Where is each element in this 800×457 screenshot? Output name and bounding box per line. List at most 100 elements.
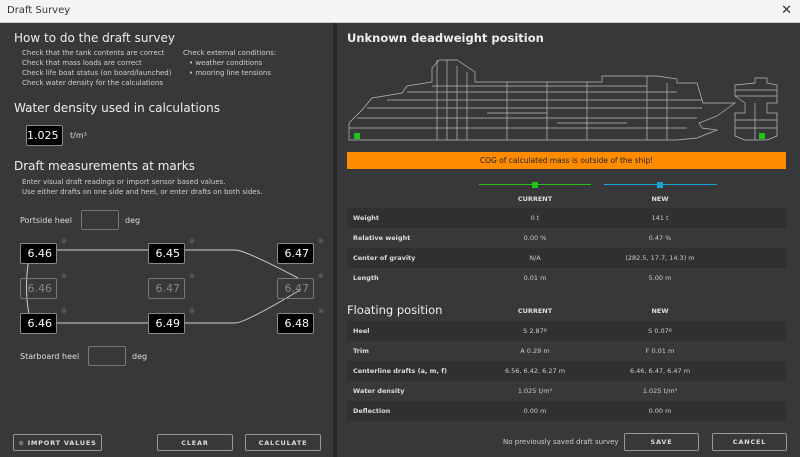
sensor-icon: ⊚ <box>189 272 195 280</box>
howto-title: How to do the draft survey <box>14 31 175 45</box>
draft-starboard-aft[interactable]: 6.46 <box>20 313 57 334</box>
row-label: Length <box>353 274 379 282</box>
draft-port-fwd[interactable]: 6.47 <box>277 243 314 264</box>
new-value: 1.025 t/m³ <box>642 387 678 395</box>
ship-diagram <box>348 59 778 141</box>
table-row: Centerline drafts (a, m, f) 6.56, 6.42, 6… <box>347 361 786 381</box>
sensor-icon: ⊚ <box>318 272 324 280</box>
external-item: • mooring line tensions <box>189 69 271 77</box>
check-item: Check that the tank contents are correct <box>22 49 165 57</box>
cog-marker-side <box>354 133 360 139</box>
table-row: Center of gravity N/A (282.5, 17.7, 14.3) … <box>347 248 786 268</box>
save-button[interactable]: SAVE <box>624 433 699 451</box>
table-row: Deflection 0.00 m 0.00 m <box>347 401 786 421</box>
new-value: 5.00 m <box>648 274 672 282</box>
current-value: 1.025 t/m³ <box>517 387 553 395</box>
row-label: Deflection <box>353 407 391 415</box>
sensor-icon: ⊚ <box>18 439 28 447</box>
deg-unit: deg <box>125 216 141 225</box>
cog-warning-banner: COG of calculated mass is outside of the… <box>347 152 786 169</box>
panel-divider[interactable] <box>333 23 337 457</box>
import-values-button[interactable]: ⊚ IMPORT VALUES <box>13 434 102 451</box>
drafts-description: Enter visual draft readings or import se… <box>22 177 262 197</box>
external-conditions: Check external conditions: • weather con… <box>183 48 276 78</box>
deg-unit: deg <box>132 352 148 361</box>
deadweight-title: Unknown deadweight position <box>347 31 544 45</box>
col-new: NEW <box>651 195 669 203</box>
row-label: Heel <box>353 327 370 335</box>
current-value: A 0.29 m <box>520 347 550 355</box>
new-legend-marker <box>657 182 663 188</box>
save-status: No previously saved draft survey <box>503 438 619 446</box>
draft-starboard-fwd[interactable]: 6.48 <box>277 313 314 334</box>
new-value: 6.46, 6.47, 6.47 m <box>629 367 691 375</box>
portside-heel-input[interactable] <box>81 210 119 230</box>
calculate-button[interactable]: CALCULATE <box>245 434 321 451</box>
check-item: Check life boat status (on board/launche… <box>22 69 172 77</box>
row-label: Centerline drafts (a, m, f) <box>353 367 447 375</box>
table-row: Relative weight 0.00 % 0.47 % <box>347 228 786 248</box>
import-label: IMPORT VALUES <box>27 439 97 447</box>
col-current: CURRENT <box>517 307 553 315</box>
current-value: 6.56, 6.42, 6.27 m <box>504 367 566 375</box>
current-value: S 2.87º <box>523 327 547 335</box>
table-row: Heel S 2.87º S 0.07º <box>347 321 786 341</box>
current-value: N/A <box>529 254 541 262</box>
draft-center-mid: 6.47 <box>148 278 185 299</box>
sensor-icon: ⊚ <box>61 307 67 315</box>
current-value: 0.00 m <box>523 407 547 415</box>
new-value: F 0.01 m <box>645 347 675 355</box>
current-value: 0.00 % <box>523 234 547 242</box>
sensor-icon: ⊚ <box>189 237 195 245</box>
sensor-icon: ⊚ <box>189 307 195 315</box>
new-value: 0.47 % <box>648 234 672 242</box>
draft-starboard-mid[interactable]: 6.49 <box>148 313 185 334</box>
table-row: Water density 1.025 t/m³ 1.025 t/m³ <box>347 381 786 401</box>
new-value: S 0.07º <box>648 327 672 335</box>
drafts-title: Draft measurements at marks <box>14 159 195 173</box>
cog-marker-section <box>759 133 765 139</box>
draft-center-fwd: 6.47 <box>277 278 314 299</box>
col-current: CURRENT <box>517 195 553 203</box>
density-unit: t/m³ <box>70 131 87 140</box>
row-label: Water density <box>353 387 405 395</box>
window-title: Draft Survey <box>7 5 71 16</box>
starboard-heel-label: Starboard heel <box>20 352 80 361</box>
desc-line: Use either drafts on one side and heel, … <box>22 188 263 196</box>
portside-heel-label: Portside heel <box>20 216 72 225</box>
left-panel <box>0 23 333 457</box>
check-item: Check that mass loads are correct <box>22 59 142 67</box>
floating-title: Floating position <box>347 303 443 317</box>
close-button[interactable]: ✕ <box>781 3 792 18</box>
draft-center-aft: 6.46 <box>20 278 57 299</box>
current-value: 0 t <box>530 214 540 222</box>
new-value: 0.00 m <box>648 407 672 415</box>
sensor-icon: ⊚ <box>61 272 67 280</box>
howto-checks: Check that the tank contents are correct… <box>22 48 172 88</box>
sensor-icon: ⊚ <box>61 237 67 245</box>
external-item: • weather conditions <box>189 59 263 67</box>
clear-button[interactable]: CLEAR <box>157 434 233 451</box>
row-label: Trim <box>353 347 369 355</box>
table-row: Weight 0 t 141 t <box>347 208 786 228</box>
table-row: Trim A 0.29 m F 0.01 m <box>347 341 786 361</box>
row-label: Center of gravity <box>353 254 416 262</box>
current-legend-marker <box>532 182 538 188</box>
col-new: NEW <box>651 307 669 315</box>
sensor-icon: ⊚ <box>318 237 324 245</box>
cancel-button[interactable]: CANCEL <box>712 433 787 451</box>
row-label: Relative weight <box>353 234 411 242</box>
draft-port-aft[interactable]: 6.46 <box>20 243 57 264</box>
new-value: (282.5, 17.7, 14.3) m <box>625 254 695 262</box>
table-row: Length 0.01 m 5.00 m <box>347 268 786 288</box>
draft-port-mid[interactable]: 6.45 <box>148 243 185 264</box>
check-item: Check water density for the calculations <box>22 79 164 87</box>
current-value: 0.01 m <box>523 274 547 282</box>
title-bar: Draft Survey ✕ <box>0 0 800 23</box>
starboard-heel-input[interactable] <box>88 346 126 366</box>
new-value: 141 t <box>651 214 669 222</box>
row-label: Weight <box>353 214 379 222</box>
desc-line: Enter visual draft readings or import se… <box>22 178 226 186</box>
water-density-input[interactable]: 1.025 <box>26 125 63 146</box>
density-title: Water density used in calculations <box>14 101 220 115</box>
